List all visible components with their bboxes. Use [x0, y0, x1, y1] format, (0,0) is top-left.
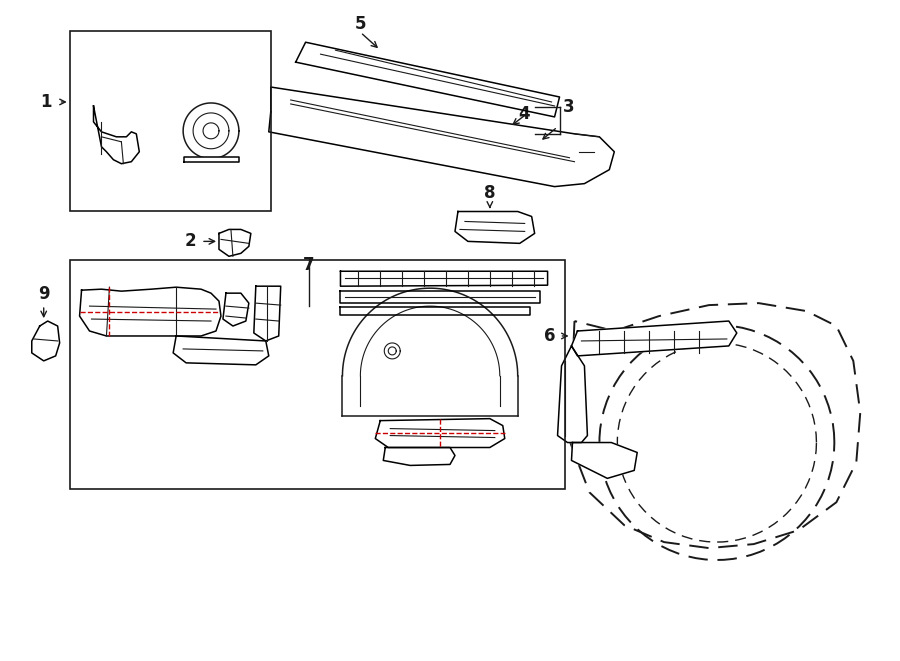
Text: 8: 8 — [484, 184, 496, 202]
Text: 1: 1 — [40, 93, 51, 111]
Polygon shape — [383, 447, 455, 465]
Text: 9: 9 — [38, 285, 50, 303]
Polygon shape — [173, 336, 269, 365]
Text: 3: 3 — [562, 98, 574, 116]
Polygon shape — [375, 418, 505, 447]
Text: 5: 5 — [355, 15, 366, 33]
Polygon shape — [184, 157, 239, 162]
Polygon shape — [223, 293, 248, 326]
Polygon shape — [32, 321, 59, 361]
Text: 6: 6 — [544, 327, 555, 345]
Polygon shape — [254, 286, 281, 341]
Text: 4: 4 — [518, 105, 530, 123]
Polygon shape — [557, 346, 588, 442]
Text: 7: 7 — [302, 256, 314, 274]
Polygon shape — [79, 287, 221, 336]
Polygon shape — [455, 212, 535, 243]
Bar — [69, 31, 271, 210]
Polygon shape — [269, 87, 615, 186]
Polygon shape — [340, 291, 540, 303]
Bar — [69, 260, 564, 489]
Polygon shape — [296, 42, 560, 117]
Polygon shape — [572, 321, 737, 356]
Polygon shape — [572, 442, 637, 479]
Polygon shape — [94, 106, 140, 164]
Polygon shape — [219, 229, 251, 256]
Polygon shape — [340, 271, 547, 286]
Text: 2: 2 — [184, 233, 196, 251]
Polygon shape — [340, 307, 530, 315]
